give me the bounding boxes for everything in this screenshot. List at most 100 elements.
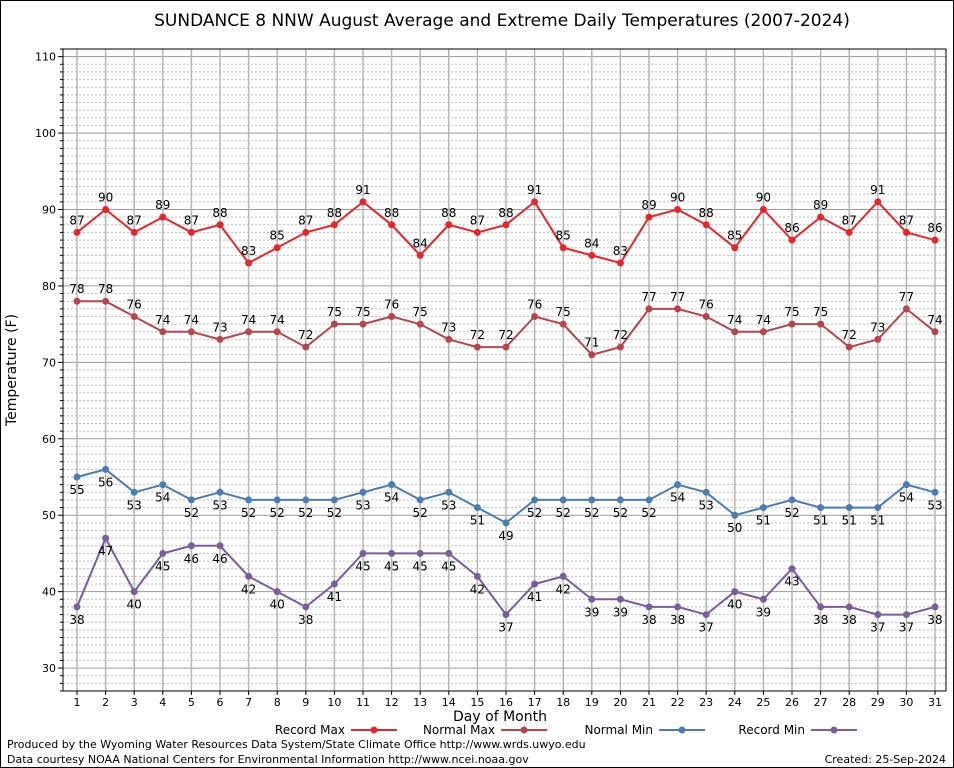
data-label: 47 xyxy=(98,544,113,558)
data-point xyxy=(845,343,853,351)
data-point xyxy=(531,313,539,320)
data-label: 72 xyxy=(842,328,857,342)
data-point xyxy=(416,496,424,504)
data-point xyxy=(216,335,224,343)
x-tick-label: 1 xyxy=(74,696,81,709)
data-point xyxy=(788,320,796,328)
x-tick-label: 3 xyxy=(131,696,138,709)
data-point xyxy=(731,244,739,252)
legend-item: Normal Max xyxy=(423,723,547,737)
data-label: 53 xyxy=(699,498,714,512)
data-point xyxy=(388,313,396,320)
data-point xyxy=(187,228,195,236)
data-label: 73 xyxy=(212,320,227,334)
data-point xyxy=(588,595,596,603)
data-label: 53 xyxy=(355,498,370,512)
data-label: 45 xyxy=(355,559,370,573)
legend-item: Record Min xyxy=(738,723,857,737)
x-tick-label: 31 xyxy=(928,696,942,709)
data-point xyxy=(759,595,767,603)
data-label: 76 xyxy=(127,298,142,312)
legend-marker xyxy=(520,726,528,734)
data-point xyxy=(359,320,367,328)
data-point xyxy=(674,305,682,313)
data-label: 52 xyxy=(270,506,285,520)
data-label: 72 xyxy=(470,328,485,342)
data-point xyxy=(759,206,767,213)
data-label: 77 xyxy=(899,290,914,304)
data-label: 72 xyxy=(613,328,628,342)
data-label: 86 xyxy=(927,221,942,235)
grid xyxy=(63,48,946,692)
data-label: 38 xyxy=(813,613,828,627)
x-tick-label: 11 xyxy=(356,696,370,709)
data-label: 88 xyxy=(384,206,399,220)
data-label: 75 xyxy=(813,305,828,319)
x-tick-label: 12 xyxy=(385,696,399,709)
data-label: 37 xyxy=(870,621,885,635)
legend-label: Record Min xyxy=(738,723,805,737)
data-point xyxy=(359,488,367,496)
data-label: 87 xyxy=(470,213,485,227)
data-point xyxy=(130,488,138,496)
data-label: 51 xyxy=(842,514,857,528)
data-point xyxy=(559,244,567,252)
data-label: 51 xyxy=(813,514,828,528)
data-label: 37 xyxy=(699,621,714,635)
x-tick-label: 4 xyxy=(159,696,166,709)
data-point xyxy=(216,488,224,496)
legend: Record Max Normal Max Normal Min Record Min xyxy=(275,723,857,737)
legend-label: Record Max xyxy=(275,723,345,737)
data-label: 42 xyxy=(241,582,256,596)
data-label: 91 xyxy=(527,183,542,197)
series-record-min: 38 47 40 45 46 46 42 40 38 41 45 45 45 45 42 37 41 42 39 39… xyxy=(69,534,943,635)
data-point xyxy=(931,488,939,496)
data-point xyxy=(445,221,453,229)
data-point xyxy=(559,496,567,504)
x-tick-label: 26 xyxy=(785,696,799,709)
legend-marker xyxy=(370,726,378,734)
data-label: 38 xyxy=(927,613,942,627)
data-point xyxy=(388,221,396,229)
data-label: 38 xyxy=(69,613,84,627)
data-point xyxy=(473,343,481,351)
data-point xyxy=(702,611,710,619)
data-point xyxy=(616,343,624,351)
data-point xyxy=(902,611,910,619)
data-point xyxy=(702,488,710,496)
data-point xyxy=(73,297,81,305)
data-label: 84 xyxy=(413,236,428,250)
data-label: 76 xyxy=(527,298,542,312)
data-point xyxy=(416,251,424,259)
data-label: 78 xyxy=(69,282,84,296)
data-point xyxy=(159,213,167,221)
data-point xyxy=(759,328,767,336)
data-point xyxy=(588,251,596,259)
data-label: 54 xyxy=(384,491,399,505)
data-point xyxy=(845,228,853,236)
data-label: 87 xyxy=(842,213,857,227)
x-axis-title: Day of Month xyxy=(453,709,547,725)
data-point xyxy=(187,542,195,550)
data-point xyxy=(102,297,110,305)
data-point xyxy=(330,320,338,328)
data-label: 89 xyxy=(155,198,170,212)
data-point xyxy=(159,481,167,489)
data-label: 52 xyxy=(184,506,199,520)
data-label: 42 xyxy=(556,582,571,596)
data-label: 86 xyxy=(784,221,799,235)
data-label: 77 xyxy=(641,290,656,304)
data-point xyxy=(931,236,939,244)
y-tick-label: 100 xyxy=(35,127,56,140)
data-point xyxy=(902,305,910,313)
data-label: 90 xyxy=(756,191,771,205)
footer-created-date: Created: 25-Sep-2024 xyxy=(824,753,946,766)
data-label: 88 xyxy=(327,206,342,220)
x-tick-label: 24 xyxy=(728,696,742,709)
data-point xyxy=(702,221,710,229)
data-label: 88 xyxy=(441,206,456,220)
data-point xyxy=(416,549,424,557)
data-label: 53 xyxy=(127,498,142,512)
data-point xyxy=(159,328,167,336)
